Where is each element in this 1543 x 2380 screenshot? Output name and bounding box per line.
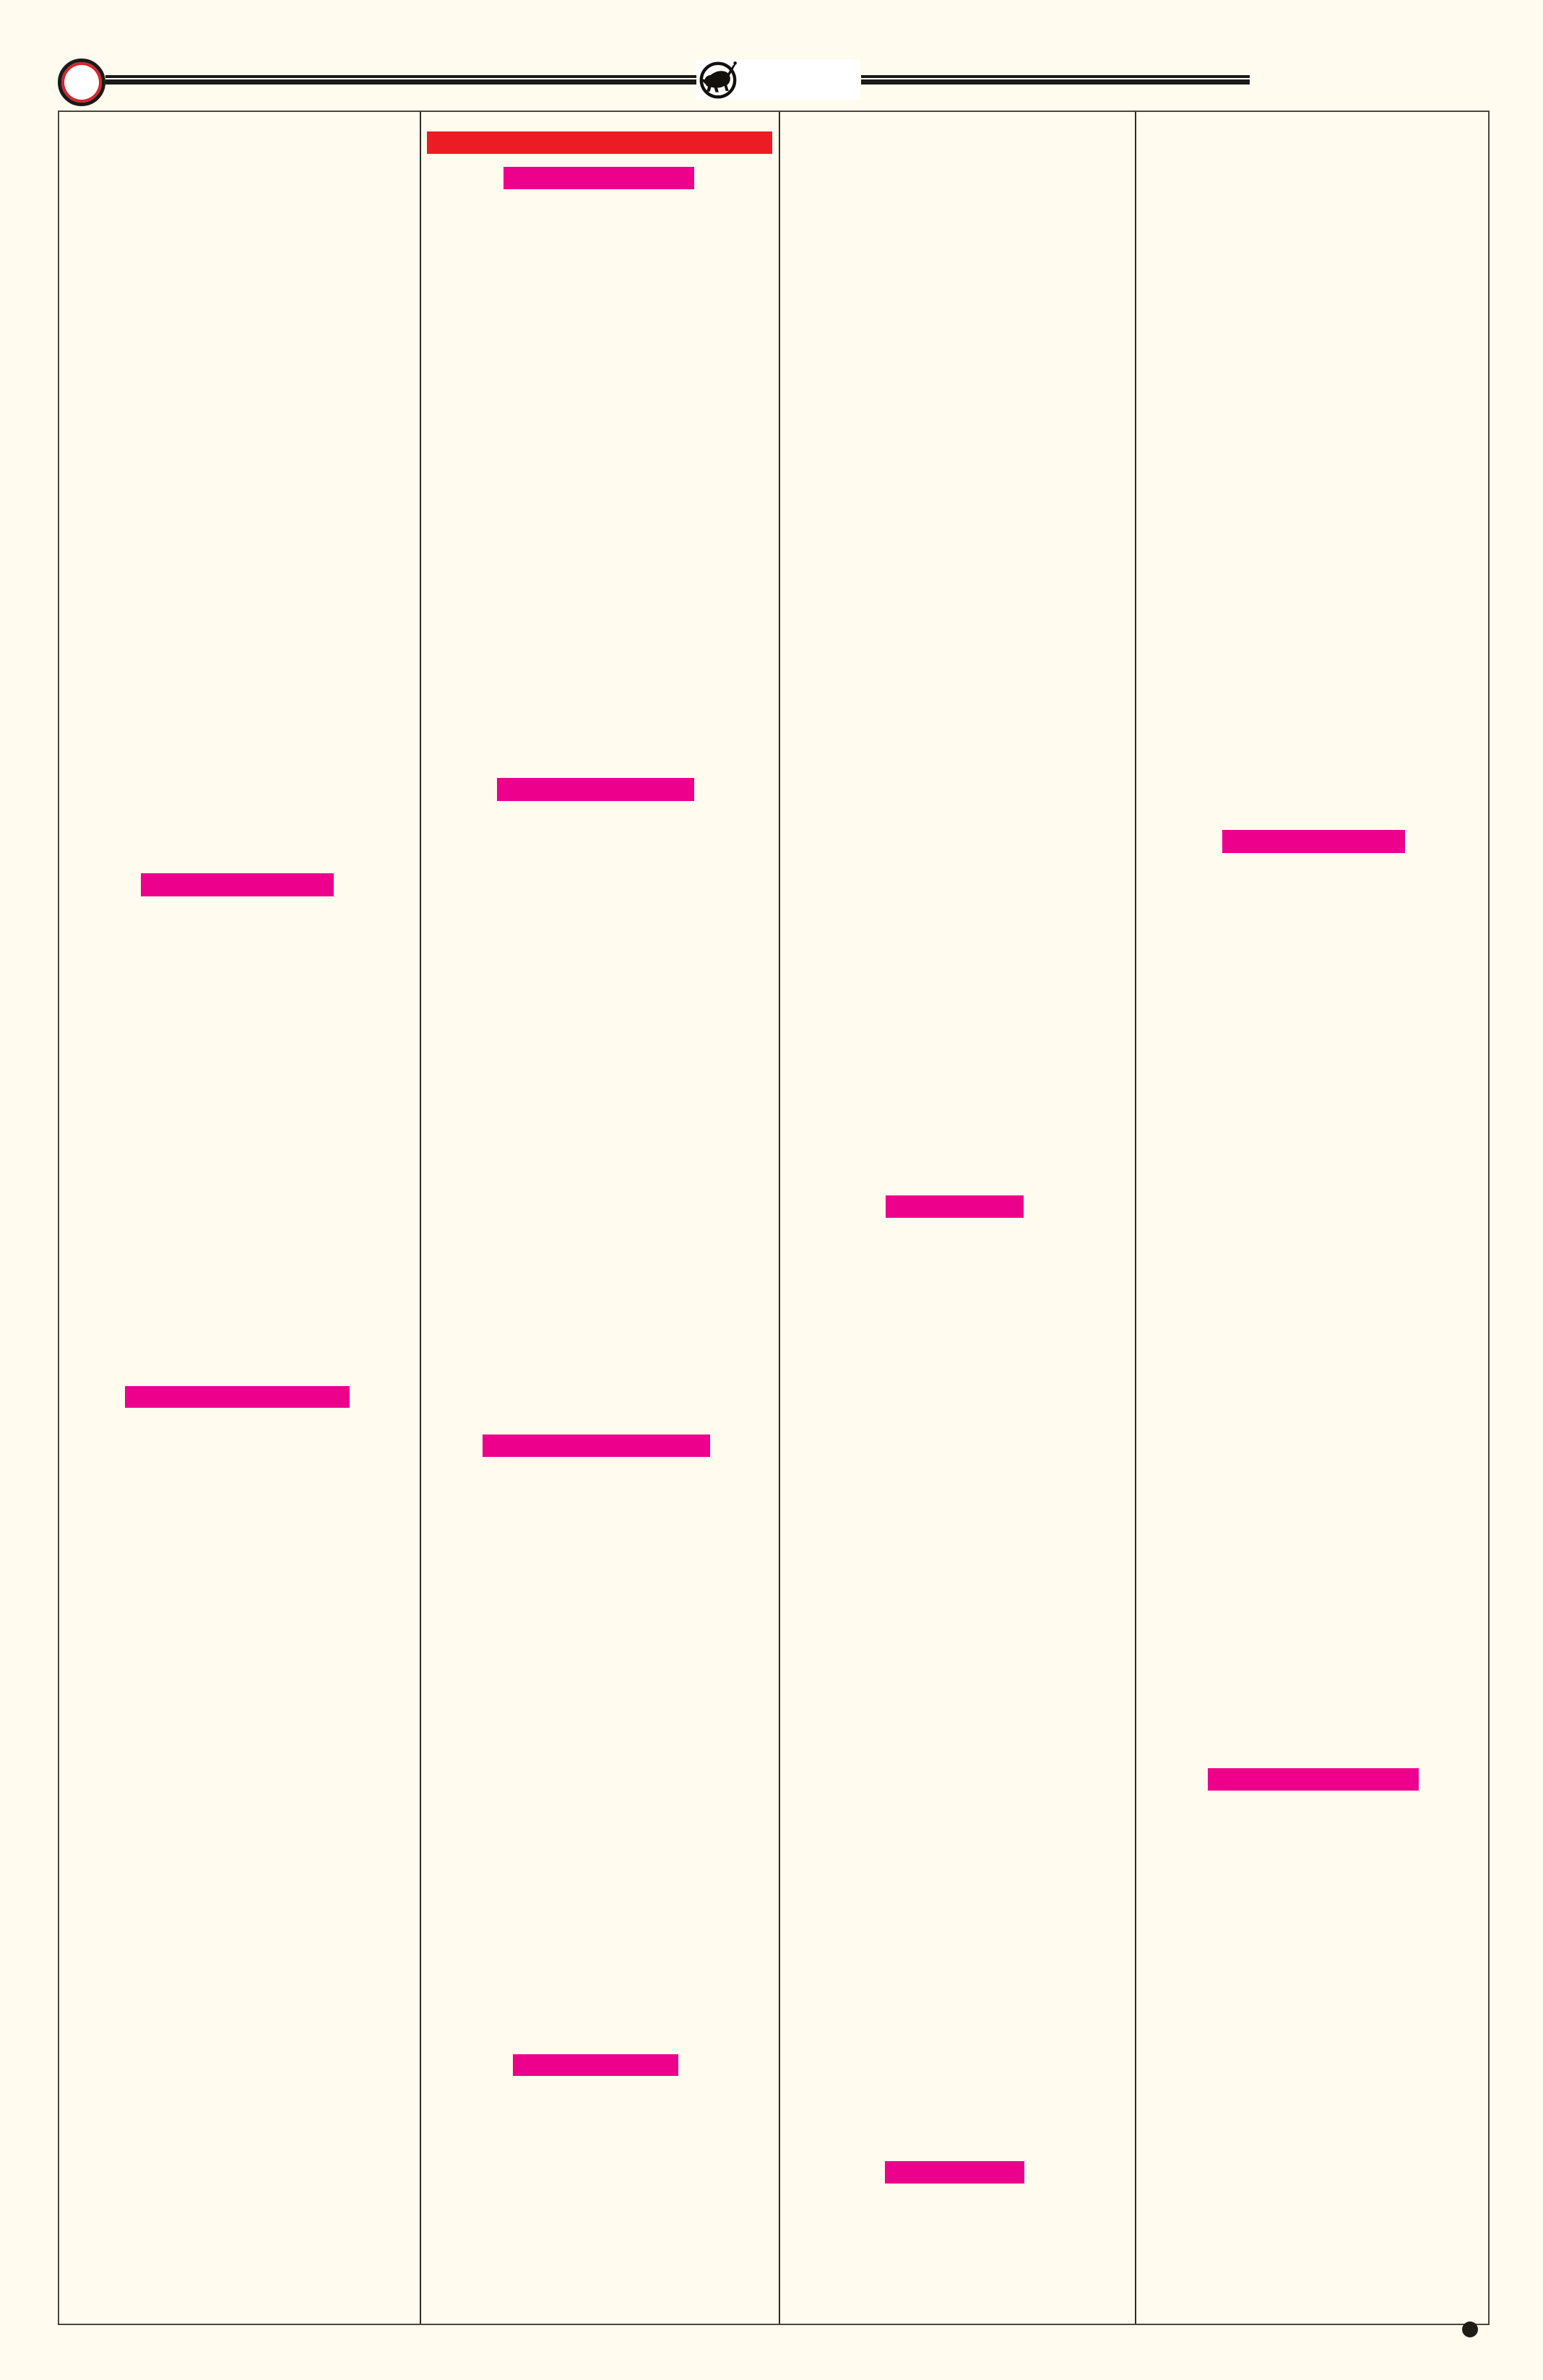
redaction-bar [483, 1435, 710, 1457]
masthead-medallion [58, 59, 105, 106]
bull-icon-tail [727, 63, 736, 76]
redaction-bar [125, 1386, 350, 1408]
rule-strand-bottom [105, 79, 699, 85]
rule-strand-bottom [861, 79, 1250, 85]
redaction-bar [503, 167, 694, 189]
column-divider [779, 112, 780, 2324]
rule-strand-top [861, 75, 1250, 78]
redaction-bar [1222, 830, 1405, 853]
masthead-rule-right [861, 75, 1250, 85]
column-divider [420, 112, 421, 2324]
redaction-bar [1208, 1768, 1419, 1791]
bull-icon-body [702, 71, 730, 92]
redaction-bar [885, 2161, 1024, 2184]
rule-strand-top [105, 75, 699, 78]
redaction-bar [497, 778, 694, 801]
redaction-bar [513, 2054, 678, 2076]
headline-bar [427, 131, 772, 154]
column-board [58, 111, 1490, 2325]
corner-dot [1462, 2321, 1478, 2337]
bull-icon-tail-tuft [733, 61, 737, 65]
bull-icon [699, 61, 737, 99]
bull-icon-ring [699, 61, 737, 99]
column-divider [1135, 112, 1136, 2324]
redaction-bar [141, 873, 334, 896]
masthead-rule-left [105, 75, 699, 85]
redaction-bar [886, 1195, 1024, 1218]
